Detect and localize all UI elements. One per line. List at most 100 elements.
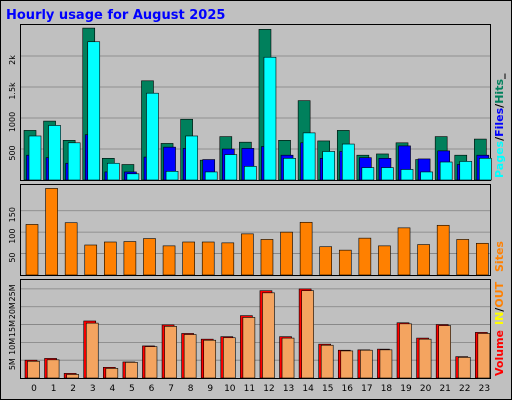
bar-pages: [126, 173, 140, 181]
x-tick-labels: 0 1 2 3 4 5 6 7 8 9 10 11 12 13 14 15 16 17 18 19 20 21 22 23: [31, 384, 490, 394]
bar-pages: [381, 167, 394, 181]
bar-out: [164, 326, 177, 379]
bar-sites: [162, 245, 176, 276]
sites-y-tick-label: 150: [8, 207, 17, 222]
bar-sites: [319, 246, 333, 276]
x-tick-label: 14: [302, 384, 314, 394]
bar-pages: [48, 125, 61, 181]
bar-pages: [361, 167, 375, 181]
bar-out: [457, 357, 471, 379]
x-tick-label: 18: [381, 384, 393, 394]
bar-out: [85, 322, 99, 379]
x-tick-label: 21: [439, 384, 450, 394]
legend-out: OUT: [493, 281, 506, 307]
bar-out: [223, 337, 236, 379]
x-tick-label: 9: [207, 384, 213, 394]
bar-sites: [358, 237, 372, 276]
bar-pages: [146, 92, 159, 181]
sites-panel: [20, 184, 491, 276]
x-tick-label: 4: [109, 384, 115, 394]
x-tick-label: 23: [479, 384, 490, 394]
hits-y-tick-label: 1.5k: [8, 82, 17, 100]
bar-out: [360, 349, 373, 379]
x-tick-label: 7: [168, 384, 174, 394]
bar-out: [281, 337, 295, 379]
volume-y-tick-label: 25M: [8, 284, 17, 301]
bar-sites: [123, 241, 137, 276]
bar-sites: [456, 239, 470, 276]
bar-sites: [260, 239, 274, 276]
x-tick-label: 10: [224, 384, 236, 394]
bar-sites: [378, 245, 391, 276]
bar-sites: [476, 242, 489, 276]
x-tick-label: 20: [420, 384, 432, 394]
hits-y-tick-label: 2k: [8, 55, 17, 65]
x-tick-label: 22: [459, 384, 470, 394]
bar-out: [144, 346, 158, 379]
x-tick-label: 3: [90, 384, 96, 394]
bar-sites: [182, 241, 195, 276]
bar-pages: [204, 171, 218, 181]
bar-out: [105, 368, 119, 379]
bar-sites: [25, 224, 39, 276]
legend-files: Files: [493, 107, 506, 137]
volume-y-tick-label: 15M: [8, 320, 17, 337]
bar-sites: [241, 233, 254, 276]
bar-out: [477, 333, 491, 379]
bar-out: [203, 339, 217, 379]
hits-y-tick-label: 500: [8, 145, 17, 160]
x-tick-label: 8: [188, 384, 194, 394]
bar-pages: [185, 135, 198, 181]
bar-sites: [338, 249, 352, 276]
bar-sites: [201, 241, 215, 276]
bar-out: [320, 344, 334, 379]
bar-out: [27, 360, 40, 379]
bar-pages: [283, 158, 296, 181]
x-tick-label: 17: [361, 384, 372, 394]
bar-out: [242, 317, 256, 379]
bar-sites: [417, 244, 430, 276]
x-tick-label: 16: [342, 384, 354, 394]
x-tick-label: 11: [244, 384, 255, 394]
bar-sites: [143, 238, 156, 276]
bar-pages: [263, 56, 277, 181]
bar-pages: [479, 158, 492, 181]
bar-out: [340, 350, 354, 379]
x-tick-label: 5: [129, 384, 135, 394]
volume-y-tick-label: 5M: [8, 358, 17, 370]
bar-sites: [397, 227, 411, 276]
legend-bottom: VolumeIN/OUT: [493, 281, 506, 376]
bar-pages: [87, 41, 101, 181]
bars: [23, 27, 492, 379]
bar-out: [438, 325, 451, 379]
bar-out: [418, 338, 432, 379]
bar-pages: [322, 151, 336, 181]
x-tick-label: 6: [149, 384, 155, 394]
bar-sites: [221, 242, 235, 276]
x-tick-label: 2: [70, 384, 76, 394]
bar-pages: [224, 154, 238, 181]
bar-pages: [302, 132, 316, 181]
legend-in: IN: [493, 312, 506, 325]
bar-sites: [104, 241, 117, 276]
bar-out: [301, 290, 314, 379]
bar-pages: [459, 161, 473, 181]
sites-y-tick-label: 100: [8, 229, 17, 244]
bar-out: [379, 349, 393, 379]
bar-out: [46, 359, 60, 379]
bar-pages: [107, 162, 120, 181]
bar-out: [399, 323, 412, 379]
bar-pages: [420, 171, 433, 181]
bar-out: [262, 292, 275, 379]
bar-out: [125, 362, 138, 379]
bar-sites: [45, 188, 58, 276]
x-tick-label: 15: [322, 384, 333, 394]
x-tick-label: 12: [263, 384, 274, 394]
bar-sites: [436, 224, 450, 276]
volume-y-tick-label: 10M: [8, 338, 17, 355]
x-tick-label: 1: [51, 384, 57, 394]
legend-hits: Hits: [493, 79, 506, 104]
legend-top: Pages/Files/Hits_: [493, 73, 506, 178]
